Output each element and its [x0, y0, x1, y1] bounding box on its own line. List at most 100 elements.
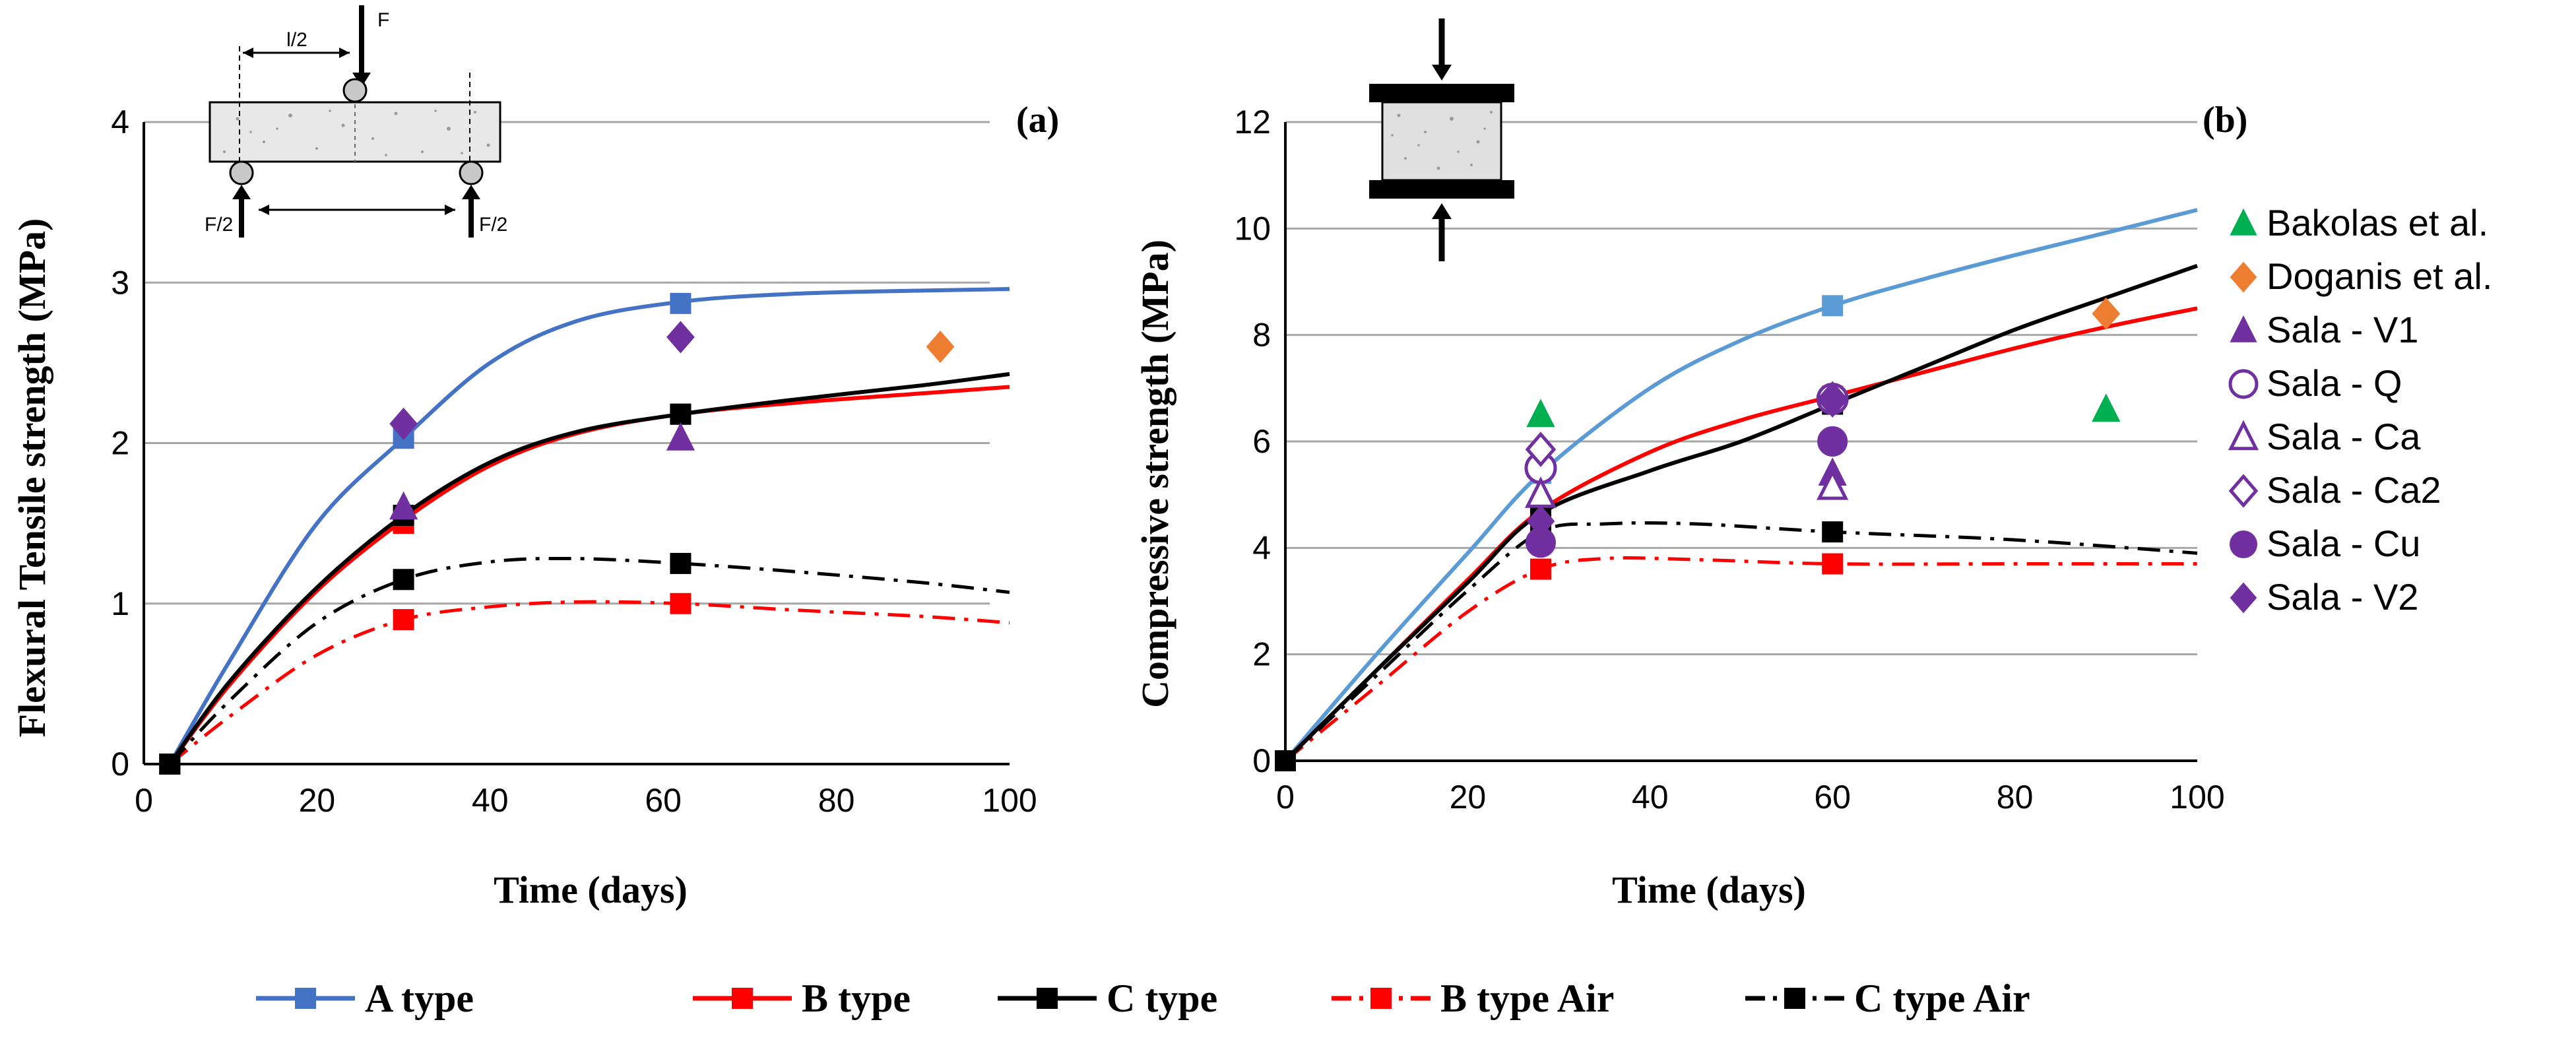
- chart-b-point-b-type-air: [1530, 558, 1551, 580]
- legend-label-sala-cu: Sala - Cu: [2267, 523, 2420, 564]
- chart-b-y-tick-label: 6: [1252, 423, 1271, 460]
- legend-marker-sala-v1: [2230, 315, 2257, 342]
- chart-a-y-tick-label: 4: [111, 104, 129, 141]
- chart-b-y-tick-label: 10: [1234, 210, 1271, 247]
- chart-b-y-tick-label: 2: [1252, 636, 1271, 673]
- chart-b-point-a-type: [1822, 295, 1844, 317]
- chart-b-ref-doganis-et-al: [2092, 297, 2121, 330]
- legend-marker-sala-q: [2228, 369, 2259, 399]
- chart-b: 0 2 4 6 8 10 12 0 20 40 60 80 100 (b) Time (days) Co…: [1134, 18, 2247, 911]
- legend-marker-a-type: [295, 988, 316, 1009]
- chart-b-ref-sala-v2: [1818, 385, 1847, 418]
- legend-label-b-type: B type: [802, 977, 911, 1020]
- chart-a-x-tick-label: 60: [645, 782, 682, 819]
- chart-a-y-axis-label: Flexural Tensile strength (MPa): [11, 218, 53, 738]
- inset-left-support-label: F/2: [205, 214, 233, 236]
- legend-label-sala-ca: Sala - Ca: [2267, 416, 2421, 457]
- chart-a-x-tick-label: 0: [135, 782, 153, 819]
- chart-b-x-tick-label: 100: [2170, 779, 2224, 816]
- chart-b-ref-bakolas-et-al: [2092, 393, 2121, 422]
- legend-marker-b-type: [732, 988, 753, 1009]
- legend-label-bakolas-et-al: Bakolas et al.: [2267, 202, 2488, 243]
- legend-marker-doganis-et-al: [2230, 261, 2257, 293]
- chart-a-point-b-type-air: [393, 609, 414, 631]
- chart-a-ref-sala-v1: [389, 491, 418, 520]
- chart-a-ref-sala-v2: [666, 321, 695, 354]
- chart-a-line-b-type: [168, 385, 1010, 765]
- flexural-test-inset: l/2 F F/2 F/2: [205, 5, 507, 238]
- legend-label-a-type: A type: [365, 977, 474, 1020]
- chart-a-y-tick-label: 1: [111, 585, 129, 622]
- chart-b-reference-points: [1524, 297, 2121, 558]
- chart-a-x-tick-label: 40: [472, 782, 509, 819]
- inset-right-support-label: F/2: [479, 214, 507, 236]
- chart-b-x-tick-label: 20: [1450, 779, 1487, 816]
- chart-a-panel-label: (a): [1016, 100, 1059, 141]
- chart-b-point-c-type-air: [1822, 521, 1844, 543]
- chart-a-x-tick-label: 80: [818, 782, 855, 819]
- chart-b-y-tick-label: 8: [1252, 317, 1271, 354]
- series-legend: A type B type C type B type Air C type Air: [256, 977, 2030, 1020]
- chart-a-y-tick-label: 0: [111, 746, 129, 783]
- legend-label-c-type: C type: [1107, 977, 1217, 1020]
- chart-a-point-c-type-air: [670, 552, 692, 574]
- chart-a-ref-sala-v1: [666, 422, 695, 451]
- chart-a-point-c-type: [670, 403, 692, 425]
- legend-marker-sala-ca: [2228, 420, 2259, 451]
- chart-b-x-tick-label: 0: [1276, 779, 1295, 816]
- legend-label-b-type-air: B type Air: [1440, 977, 1614, 1020]
- chart-a-reference-points: [389, 321, 955, 520]
- chart-b-y-axis-label: Compressive strength (MPa): [1134, 240, 1176, 708]
- chart-b-y-tick-label: 12: [1234, 104, 1271, 141]
- chart-b-ref-sala-v2: [1526, 505, 1555, 538]
- inset-half-span-label: l/2: [286, 29, 307, 51]
- chart-a-line-c-type: [168, 371, 1010, 765]
- legend-marker-b-type-air: [1370, 988, 1392, 1009]
- legend-label-sala-v1: Sala - V1: [2267, 309, 2418, 350]
- chart-b-x-tick-label: 80: [1997, 779, 2034, 816]
- legend-marker-c-type: [1037, 988, 1058, 1009]
- chart-a-x-axis-label: Time (days): [494, 868, 688, 911]
- chart-a-x-tick-label: 20: [299, 782, 336, 819]
- legend-marker-sala-v2: [2230, 582, 2257, 614]
- chart-a-point-b-type-air: [670, 593, 692, 614]
- chart-a-point-a-type: [670, 292, 692, 314]
- chart-b-tick-labels: 0 2 4 6 8 10 12 0 20 40 60 80 100: [1234, 104, 2224, 816]
- legend-label-sala-ca2: Sala - Ca2: [2267, 469, 2441, 511]
- chart-a-axes: [143, 122, 1010, 765]
- reference-legend: Bakolas et al. Doganis et al. Sala - V1 Sal…: [2228, 202, 2492, 618]
- chart-b-y-tick-label: 4: [1252, 529, 1271, 566]
- compression-test-inset: [1369, 18, 1514, 261]
- chart-b-line-b-type-air: [1284, 556, 2197, 762]
- chart-b-line-a-type: [1283, 208, 2198, 762]
- chart-a-series: [159, 287, 1010, 775]
- legend-marker-c-type-air: [1784, 988, 1805, 1009]
- chart-a-line-a-type: [168, 287, 1010, 765]
- chart-b-point-c-type-air: [1275, 750, 1296, 771]
- legend-marker-sala-cu: [2230, 530, 2257, 558]
- legend-label-c-type-air: C type Air: [1854, 977, 2030, 1020]
- chart-b-ref-bakolas-et-al: [1526, 399, 1555, 428]
- chart-a-line-c-type-air: [168, 556, 1010, 765]
- chart-a-ref-doganis-et-al: [926, 331, 955, 364]
- chart-a-point-c-type-air: [393, 569, 414, 591]
- chart-b-axes: [1284, 122, 2197, 762]
- chart-a-x-tick-label: 100: [982, 782, 1037, 819]
- chart-b-x-axis-label: Time (days): [1612, 868, 1806, 911]
- chart-b-ref-sala-ca: [1817, 468, 1849, 500]
- chart-b-point-b-type-air: [1822, 553, 1844, 575]
- chart-a-y-tick-label: 3: [111, 264, 129, 301]
- chart-b-x-tick-label: 60: [1814, 779, 1851, 816]
- legend-label-sala-q: Sala - Q: [2267, 362, 2402, 404]
- chart-b-ref-sala-ca2: [1525, 432, 1557, 467]
- legend-label-doganis-et-al: Doganis et al.: [2267, 255, 2492, 297]
- chart-a-y-tick-label: 2: [111, 425, 129, 462]
- legend-label-sala-v2: Sala - V2: [2267, 576, 2418, 618]
- chart-a-ref-sala-v2: [389, 407, 418, 440]
- legend-marker-bakolas-et-al: [2230, 208, 2257, 236]
- chart-a-point-c-type-air: [159, 754, 181, 775]
- chart-b-ref-sala-cu: [1817, 426, 1848, 457]
